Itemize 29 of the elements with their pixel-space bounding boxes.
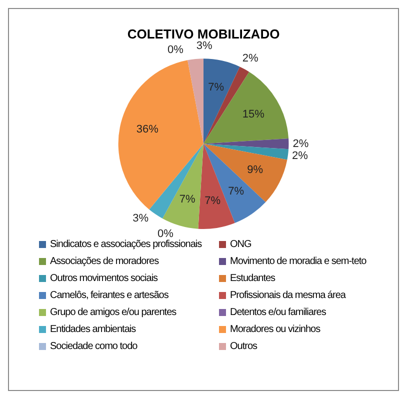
data-label: 3%: [132, 212, 149, 225]
legend-label: Outros: [230, 341, 258, 352]
legend-label: Sociedade como todo: [50, 341, 138, 352]
legend-label: Associações de moradores: [50, 256, 159, 267]
data-label: 7%: [228, 186, 244, 198]
legend-label: Entidades ambientais: [50, 324, 136, 335]
data-label: 2%: [292, 138, 309, 150]
text: 0%: [157, 228, 174, 240]
data-label: 36%: [136, 123, 159, 136]
data-label: 15%: [242, 108, 265, 120]
text: 0%: [168, 44, 184, 56]
legend-label: Camelôs, feirantes e artesãos: [50, 290, 168, 301]
legend-label: Moradores ou vizinhos: [230, 324, 320, 335]
data-label: 3%: [196, 40, 212, 52]
legend-label: Grupo de amigos e/ou parentes: [50, 307, 176, 318]
legend-label: Movimento de moradia e sem-teto: [230, 256, 366, 267]
chart-title: COLETIVO MOBILIZADO: [127, 26, 280, 42]
data-label: 2%: [292, 150, 308, 162]
data-label: 9%: [247, 164, 264, 176]
data-label: 7%: [204, 195, 221, 208]
data-label: 2%: [242, 52, 258, 65]
legend-label: Profissionais da mesma área: [230, 290, 346, 301]
legend-label: Outros movimentos sociais: [50, 273, 158, 284]
data-label: 7%: [179, 193, 196, 206]
legend-label: Detentos e/ou familiares: [230, 307, 326, 318]
legend-label: Sindicatos e associações profissionais: [50, 239, 202, 250]
legend-label: ONG: [230, 239, 252, 250]
data-label: 7%: [208, 81, 224, 94]
legend-label: Estudantes: [230, 273, 276, 284]
